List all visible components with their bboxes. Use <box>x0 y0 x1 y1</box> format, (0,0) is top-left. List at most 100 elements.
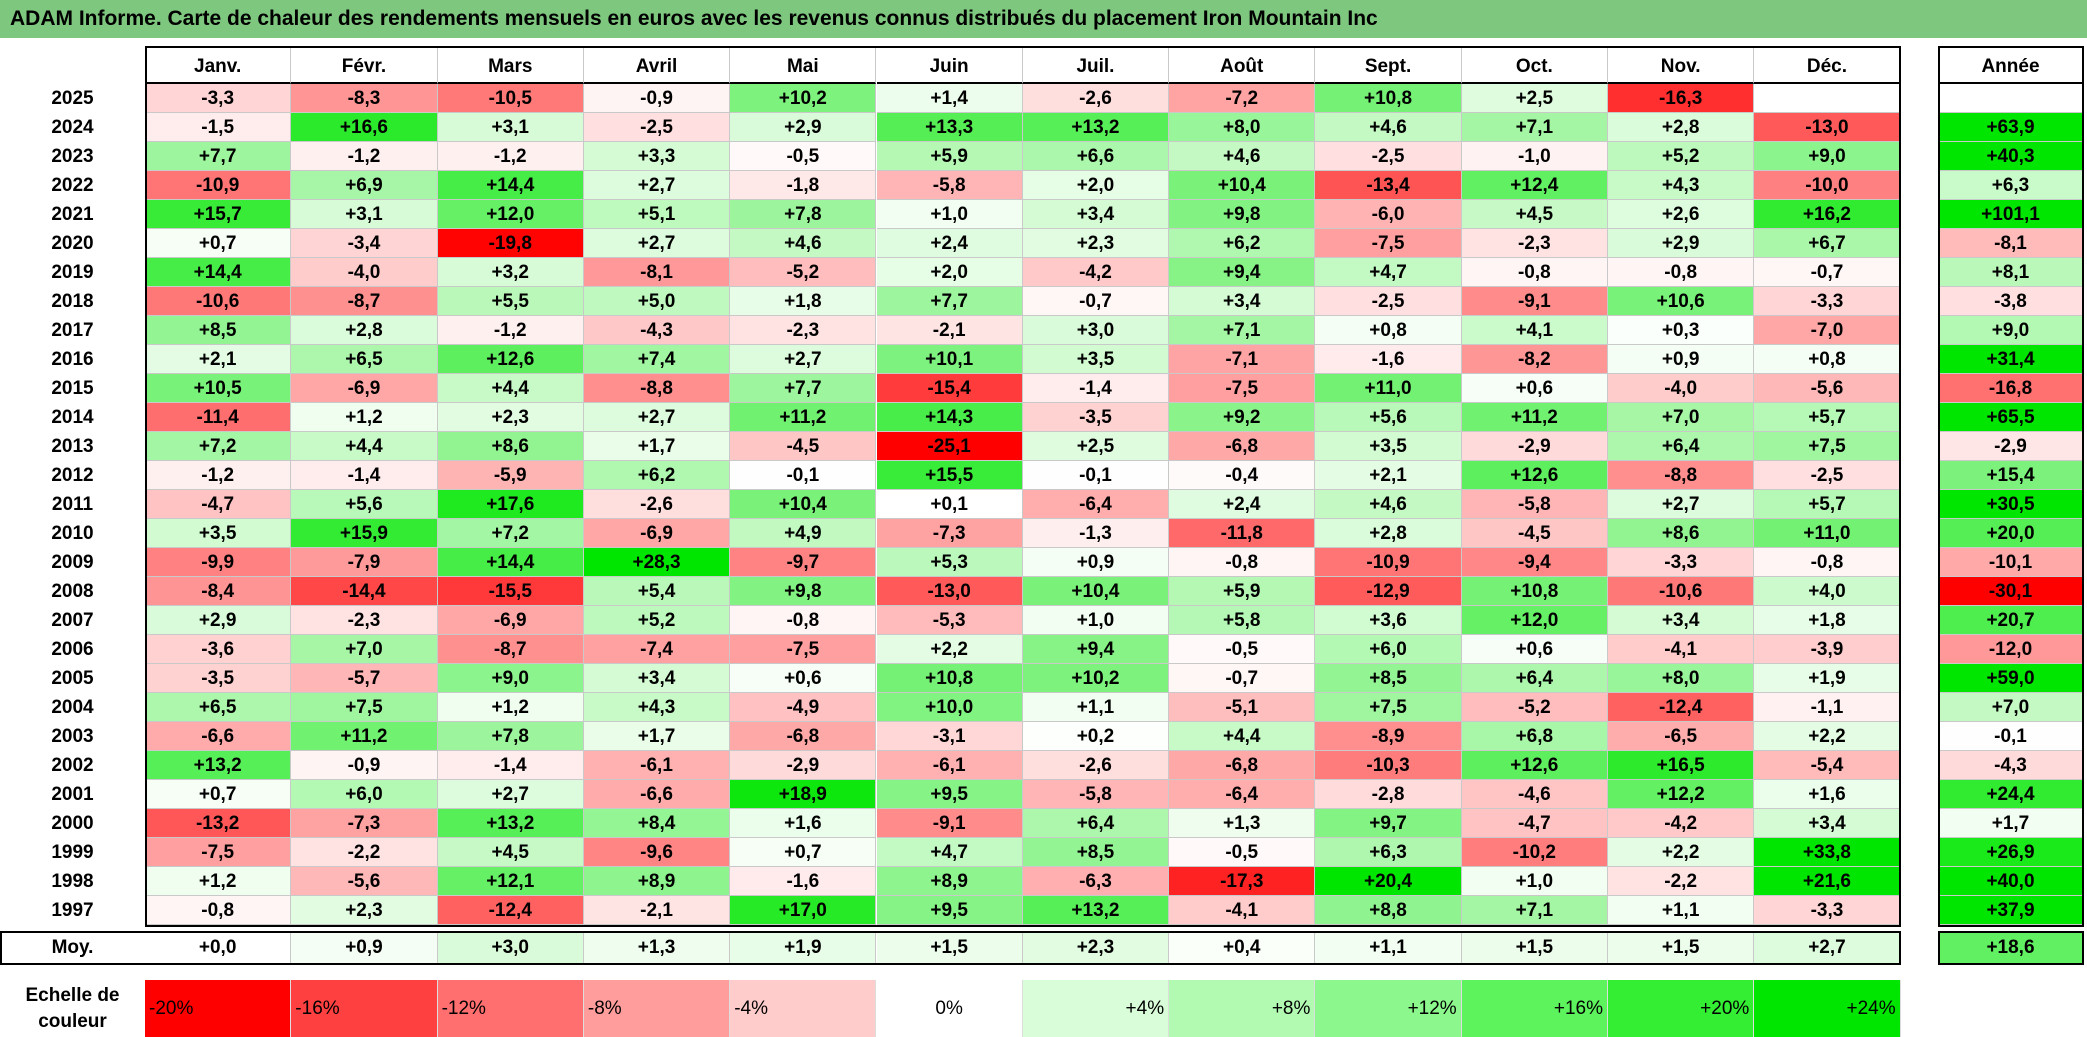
heatmap-cell: -0,1 <box>1022 461 1170 490</box>
average-cell: +0,9 <box>291 931 438 965</box>
row-year-label: 2001 <box>0 780 145 809</box>
heatmap-cell: +28,3 <box>583 548 731 577</box>
row-year-label: 2015 <box>0 374 145 403</box>
heatmap-cell: +3,5 <box>145 519 292 548</box>
heatmap-cell: -7,9 <box>291 548 438 577</box>
heatmap-cell: -2,3 <box>730 316 877 345</box>
row-year-label: 2000 <box>0 809 145 838</box>
heatmap-cell: -3,5 <box>1022 403 1170 432</box>
heatmap-cell: -5,8 <box>1022 780 1170 809</box>
heatmap-cell: +6,8 <box>1461 722 1608 751</box>
heatmap-cell: +4,7 <box>876 838 1023 867</box>
heatmap-cell: -4,7 <box>145 490 292 519</box>
column-header: Nov. <box>1608 46 1755 84</box>
heatmap-cell: -9,6 <box>583 838 731 867</box>
column-header: Juil. <box>1022 46 1170 84</box>
color-scale-step: -8% <box>583 980 731 1037</box>
heatmap-cell: -3,4 <box>291 229 438 258</box>
heatmap-cell: -15,4 <box>876 374 1023 403</box>
heatmap-cell: +12,4 <box>1461 171 1608 200</box>
heatmap-cell: +5,9 <box>1169 577 1316 606</box>
heatmap-cell: +5,6 <box>291 490 438 519</box>
heatmap-cell: -0,8 <box>1608 258 1755 287</box>
heatmap-cell: -2,6 <box>1022 751 1170 780</box>
heatmap-cell: +10,6 <box>1608 287 1755 316</box>
row-year-label: 2013 <box>0 432 145 461</box>
heatmap-cell: +10,8 <box>876 664 1023 693</box>
heatmap-cell: +2,8 <box>1315 519 1462 548</box>
color-scale-step: +4% <box>1022 980 1170 1037</box>
annual-cell: +8,1 <box>1938 258 2084 287</box>
heatmap-cell: -1,8 <box>730 171 877 200</box>
heatmap-cell: +2,3 <box>1022 229 1170 258</box>
heatmap-cell: -3,3 <box>1754 896 1901 925</box>
heatmap-cell: -11,8 <box>1169 519 1316 548</box>
heatmap-cell: +17,0 <box>730 896 877 925</box>
heatmap-cell: +15,7 <box>145 200 292 229</box>
heatmap-cell: +5,1 <box>583 200 731 229</box>
heatmap-cell: +1,2 <box>291 403 438 432</box>
heatmap-cell: -3,5 <box>145 664 292 693</box>
heatmap-cell: +33,8 <box>1754 838 1901 867</box>
heatmap-cell: +4,1 <box>1461 316 1608 345</box>
heatmap-cell: -13,0 <box>1754 113 1901 142</box>
heatmap-cell: +2,3 <box>437 403 584 432</box>
heatmap-cell: -2,2 <box>291 838 438 867</box>
heatmap-cell: +0,2 <box>1022 722 1170 751</box>
heatmap-cell: +8,6 <box>1608 519 1755 548</box>
heatmap-cell: -1,2 <box>437 142 584 171</box>
heatmap-cell: +8,5 <box>1315 664 1462 693</box>
heatmap-cell: -1,1 <box>1754 693 1901 722</box>
heatmap-cell: -2,3 <box>1461 229 1608 258</box>
heatmap-cell: -6,9 <box>583 519 731 548</box>
heatmap-cell: +4,9 <box>730 519 877 548</box>
heatmap-cell: +11,2 <box>730 403 877 432</box>
heatmap-cell: -4,1 <box>1608 635 1755 664</box>
heatmap-cell: -1,4 <box>291 461 438 490</box>
heatmap-cell: -4,1 <box>1169 896 1316 925</box>
average-annual-cell: +18,6 <box>1938 931 2084 965</box>
heatmap-cell: +3,5 <box>1315 432 1462 461</box>
heatmap-cell: -12,9 <box>1315 577 1462 606</box>
heatmap-cell: -6,1 <box>583 751 731 780</box>
heatmap-cell: +2,7 <box>1608 490 1755 519</box>
heatmap-cell: +1,2 <box>437 693 584 722</box>
row-year-label: 2025 <box>0 84 145 113</box>
heatmap-cell: -6,1 <box>876 751 1023 780</box>
heatmap-cell: -2,6 <box>583 490 731 519</box>
heatmap-cell: +4,3 <box>1608 171 1755 200</box>
heatmap-cell: +3,3 <box>583 142 731 171</box>
heatmap-cell: +10,1 <box>876 345 1023 374</box>
heatmap-cell: -7,5 <box>730 635 877 664</box>
heatmap-cell: -10,0 <box>1754 171 1901 200</box>
heatmap-cell: -2,5 <box>1315 142 1462 171</box>
heatmap-cell: -5,9 <box>437 461 584 490</box>
heatmap-cell: +1,3 <box>1169 809 1316 838</box>
heatmap-cell: +10,2 <box>1022 664 1170 693</box>
annual-cell: +9,0 <box>1938 316 2084 345</box>
heatmap-cell: +2,0 <box>876 258 1023 287</box>
average-cell: +2,3 <box>1022 931 1170 965</box>
heatmap-cell: -8,3 <box>291 84 438 113</box>
heatmap-cell: +11,0 <box>1754 519 1901 548</box>
annual-cell: -30,1 <box>1938 577 2084 606</box>
heatmap-cell: -10,6 <box>145 287 292 316</box>
row-year-label: 2009 <box>0 548 145 577</box>
color-scale-step: -20% <box>145 980 292 1037</box>
row-year-label: 2020 <box>0 229 145 258</box>
heatmap-cell: -3,3 <box>1754 287 1901 316</box>
color-scale-step: -4% <box>730 980 877 1037</box>
row-year-label: 2021 <box>0 200 145 229</box>
heatmap-cell: -6,8 <box>730 722 877 751</box>
heatmap-cell: +7,5 <box>1754 432 1901 461</box>
row-year-label: 2007 <box>0 606 145 635</box>
annual-cell: +1,7 <box>1938 809 2084 838</box>
heatmap-cell: +16,6 <box>291 113 438 142</box>
heatmap-cell: -4,5 <box>1461 519 1608 548</box>
annual-cell: +63,9 <box>1938 113 2084 142</box>
heatmap-cell: +5,3 <box>876 548 1023 577</box>
heatmap-cell: +7,8 <box>437 722 584 751</box>
heatmap-cell: -12,4 <box>437 896 584 925</box>
heatmap-cell: +3,4 <box>1022 200 1170 229</box>
heatmap-cell: +12,0 <box>437 200 584 229</box>
